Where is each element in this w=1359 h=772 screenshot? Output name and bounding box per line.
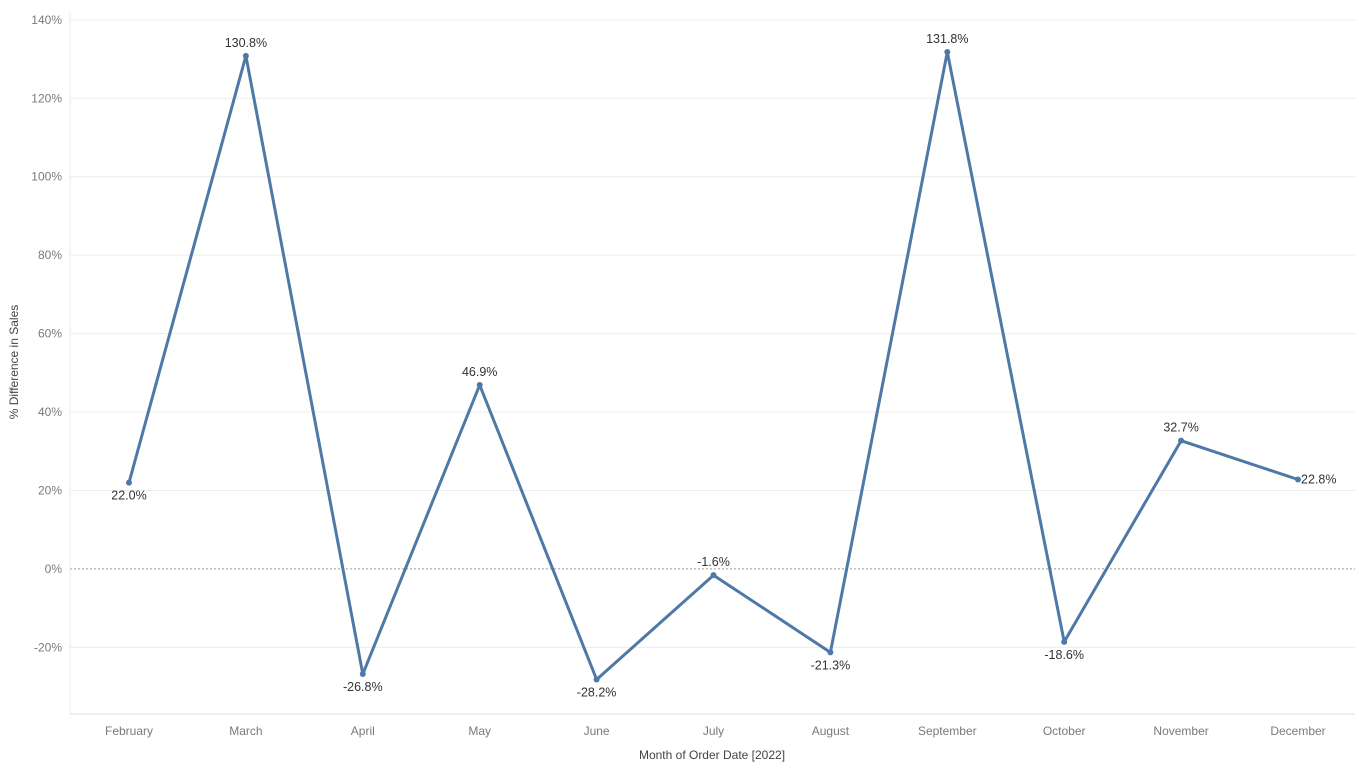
x-tick-label: June: [584, 724, 610, 738]
data-point: [1061, 638, 1068, 645]
data-label: -18.6%: [1044, 648, 1084, 662]
data-point: [710, 572, 717, 579]
x-tick-label: August: [812, 724, 850, 738]
data-point: [476, 381, 483, 388]
data-point: [359, 670, 366, 677]
data-label: -26.8%: [343, 680, 383, 694]
data-label: -1.6%: [697, 555, 730, 569]
x-tick-label: November: [1153, 724, 1208, 738]
x-tick-label: December: [1270, 724, 1325, 738]
x-tick-label: July: [703, 724, 724, 738]
data-point: [827, 649, 834, 656]
y-tick-label: 120%: [31, 91, 62, 105]
x-tick-label: March: [229, 724, 262, 738]
y-axis-title: % Difference in Sales: [7, 305, 21, 420]
y-tick-label: -20%: [34, 640, 62, 654]
data-point: [126, 479, 132, 486]
data-label: 32.7%: [1163, 421, 1198, 435]
y-tick-label: 0%: [45, 562, 63, 576]
y-tick-label: 80%: [38, 248, 62, 262]
x-tick-labels: February March April May June July August Septe…: [105, 724, 1326, 738]
x-tick-label: September: [918, 724, 977, 738]
data-point: [1295, 476, 1301, 483]
x-tick-label: October: [1043, 724, 1086, 738]
data-label: 46.9%: [462, 365, 497, 379]
y-tick-label: 40%: [38, 405, 62, 419]
data-label: -28.2%: [577, 685, 617, 699]
data-points: [126, 49, 1301, 683]
data-label: 22.0%: [111, 489, 146, 503]
y-tick-label: 100%: [31, 170, 62, 184]
y-tick-label: 60%: [38, 327, 62, 341]
data-point: [1178, 437, 1185, 444]
x-tick-label: May: [468, 724, 491, 738]
series-line: [127, 50, 1300, 681]
x-tick-label: April: [351, 724, 375, 738]
x-axis-title: Month of Order Date [2022]: [639, 748, 785, 762]
data-point: [593, 676, 600, 683]
y-tick-labels: -20% 0% 20% 40% 60% 80% 100% 120% 140%: [31, 13, 62, 654]
data-label: 130.8%: [225, 36, 267, 50]
data-point: [242, 52, 249, 59]
y-tick-label: 140%: [31, 13, 62, 27]
data-label: 131.8%: [926, 32, 968, 46]
x-tick-label: February: [105, 724, 153, 738]
gridlines: [70, 19, 1355, 648]
data-label: 22.8%: [1301, 472, 1336, 486]
data-point: [944, 49, 951, 56]
y-tick-label: 20%: [38, 483, 62, 497]
data-label: -21.3%: [811, 658, 851, 672]
data-labels: 22.0% 130.8% -26.8% 46.9% -28.2% -1.6% -21.3% 1…: [111, 32, 1336, 699]
